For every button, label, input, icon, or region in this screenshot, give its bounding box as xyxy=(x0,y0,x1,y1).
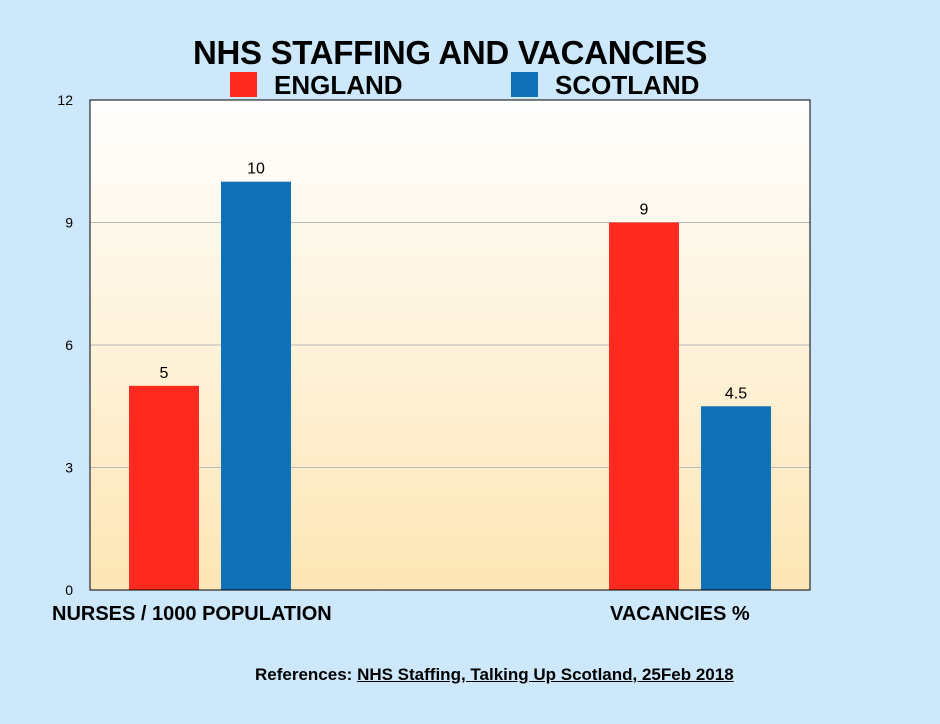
data-label-england-0: 5 xyxy=(160,365,169,382)
category-label-vacancies: VACANCIES % xyxy=(610,603,750,625)
y-tick-label: 9 xyxy=(65,215,73,231)
category-label-nurses: NURSES / 1000 POPULATION xyxy=(52,603,332,625)
plot-frame xyxy=(89,99,811,591)
legend-swatch-scotland xyxy=(511,72,538,97)
legend-swatch-england xyxy=(230,72,257,97)
y-tick-label: 0 xyxy=(65,582,73,598)
y-tick-label: 3 xyxy=(65,460,73,476)
data-label-scotland-0: 10 xyxy=(247,161,265,178)
bar-scotland-1 xyxy=(701,406,771,590)
reference-prefix: References: xyxy=(255,665,358,684)
bar-england-0 xyxy=(129,385,199,590)
reference-link[interactable]: NHS Staffing, Talking Up Scotland, 25Feb… xyxy=(357,665,734,684)
y-tick-label: 12 xyxy=(57,92,73,108)
legend-label-england: ENGLAND xyxy=(274,70,403,100)
data-label-scotland-1: 4.5 xyxy=(725,385,747,402)
bar-scotland-0 xyxy=(221,181,291,590)
bar-england-1 xyxy=(609,222,679,590)
data-label-england-1: 9 xyxy=(640,202,649,219)
legend-label-scotland: SCOTLAND xyxy=(555,70,700,100)
y-tick-label: 6 xyxy=(65,337,73,353)
chart-title: NHS STAFFING AND VACANCIES xyxy=(192,34,708,71)
reference-note: References: NHS Staffing, Talking Up Sco… xyxy=(255,665,734,685)
